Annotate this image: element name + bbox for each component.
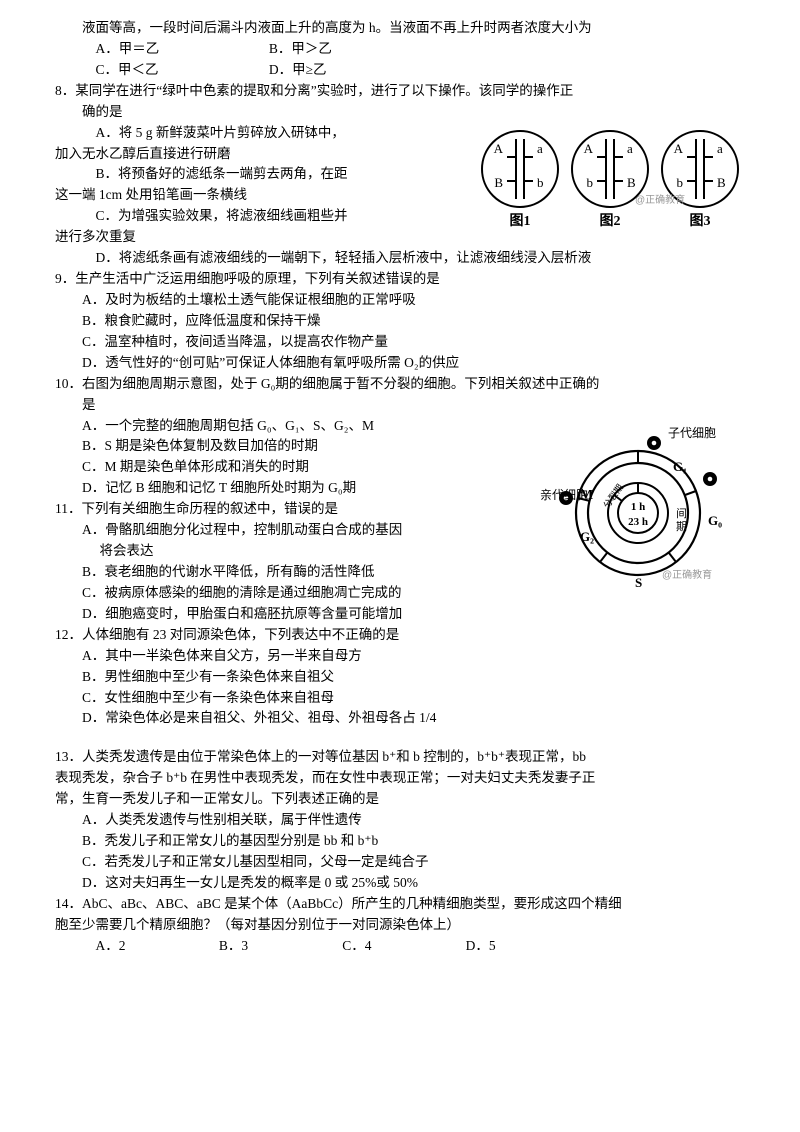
q7-opts-row2: C．甲＜乙 D．甲≥乙	[55, 60, 745, 81]
q8-opt-d: D．将滤纸条画有滤液细线的一端朝下，轻轻插入层析液中，让滤液细线浸入层析液	[55, 248, 745, 269]
svg-text:G₁: G₁	[673, 459, 687, 474]
q10-stem-1: 10．右图为细胞周期示意图，处于 G₀期的细胞属于暂不分裂的细胞。下列相关叙述中…	[55, 374, 745, 395]
q13-stem-2: 表现秃发，杂合子 b⁺b 在男性中表现秃发，而在女性中表现正常；一对夫妇丈夫秃发…	[55, 768, 745, 789]
svg-text:b: b	[677, 175, 684, 190]
svg-text:A: A	[674, 141, 684, 156]
q8-stem-1: 8．某同学在进行“绿叶中色素的提取和分离”实验时，进行了以下操作。该同学的操作正	[55, 81, 745, 102]
svg-text:a: a	[537, 141, 543, 156]
watermark-text: @正确教育	[635, 193, 685, 206]
q12-opt-c: C．女性细胞中至少有一条染色体来自祖母	[55, 688, 745, 709]
svg-text:a: a	[627, 141, 633, 156]
svg-text:G₂: G₂	[580, 529, 594, 544]
svg-text:图3: 图3	[690, 213, 711, 229]
q9-stem: 9．生产生活中广泛运用细胞呼吸的原理，下列有关叙述错误的是	[55, 269, 745, 290]
q9-opt-a: A．及时为板结的土壤松土透气能保证根细胞的正常呼吸	[55, 290, 745, 311]
svg-text:亲代细胞: 亲代细胞	[540, 488, 588, 502]
q10-figure: G₁ G₀ S G₂ M 1 h 23 h 间 期 分裂期	[540, 418, 745, 596]
q14-opt-a: A．2	[96, 936, 216, 957]
svg-text:A: A	[494, 141, 504, 156]
q7-opts-row1: A．甲＝乙 B．甲＞乙	[55, 39, 745, 60]
q12-opt-b: B．男性细胞中至少有一条染色体来自祖父	[55, 667, 745, 688]
svg-text:B: B	[627, 175, 636, 190]
q13-opt-c: C．若秃发儿子和正常女儿基因型相同，父母一定是纯合子	[55, 852, 745, 873]
q13-stem-3: 常，生育一秃发儿子和一正常女儿。下列表述正确的是	[55, 789, 745, 810]
q14-opt-d: D．5	[466, 936, 496, 957]
q14-opt-b: B．3	[219, 936, 339, 957]
q7-opt-d: D．甲≥乙	[269, 60, 327, 81]
svg-text:B: B	[494, 175, 503, 190]
svg-text:图1: 图1	[510, 213, 531, 229]
svg-text:分裂期: 分裂期	[601, 482, 625, 510]
svg-text:期: 期	[676, 520, 687, 533]
q12-opt-d: D．常染色体必是来自祖父、外祖父、祖母、外祖母各占 1/4	[55, 708, 745, 729]
q9-opt-b: B．粮食贮藏时，应降低温度和保持干燥	[55, 311, 745, 332]
q12-stem: 12．人体细胞有 23 对同源染色体，下列表达中不正确的是	[55, 625, 745, 646]
svg-text:a: a	[717, 141, 723, 156]
q8-stem-2: 确的是	[55, 102, 745, 123]
q14-opts: A．2 B．3 C．4 D．5	[55, 936, 745, 957]
q7-opt-c: C．甲＜乙	[96, 60, 266, 81]
q7-opt-a: A．甲＝乙	[96, 39, 266, 60]
svg-text:G₀: G₀	[708, 513, 722, 528]
q9-opt-d: D．透气性好的“创可贴”可保证人体细胞有氧呼吸所需 O₂的供应	[55, 353, 745, 374]
q10-stem-2: 是	[55, 395, 745, 416]
q8-figure: A a B b A a b B	[475, 125, 745, 237]
q11-opt-d: D．细胞癌变时，甲胎蛋白和癌胚抗原等含量可能增加	[55, 604, 745, 625]
svg-text:A: A	[584, 141, 594, 156]
q14-stem-1: 14．AbC、aBc、ABC、aBC 是某个体（AaBbCc）所产生的几种精细胞…	[55, 894, 745, 915]
q13-stem-1: 13．人类秃发遗传是由位于常染色体上的一对等位基因 b⁺和 b 控制的，b⁺b⁺…	[55, 747, 745, 768]
q14-opt-c: C．4	[342, 936, 462, 957]
svg-text:B: B	[717, 175, 726, 190]
svg-text:子代细胞: 子代细胞	[668, 426, 716, 440]
q14-stem-2: 胞至少需要几个精原细胞？（每对基因分别位于一对同源染色体上）	[55, 915, 745, 936]
q12-opt-a: A．其中一半染色体来自父方，另一半来自母方	[55, 646, 745, 667]
q7-tail: 液面等高，一段时间后漏斗内液面上升的高度为 h。当液面不再上升时两者浓度大小为	[55, 18, 745, 39]
svg-text:23 h: 23 h	[628, 516, 648, 528]
svg-text:1 h: 1 h	[631, 501, 645, 513]
svg-text:S: S	[635, 575, 642, 590]
q13-opt-d: D．这对夫妇再生一女儿是秃发的概率是 0 或 25%或 50%	[55, 873, 745, 894]
svg-text:图2: 图2	[600, 213, 621, 229]
svg-text:@正确教育: @正确教育	[662, 568, 712, 581]
q13-opt-a: A．人类秃发遗传与性别相关联，属于伴性遗传	[55, 810, 745, 831]
q7-opt-b: B．甲＞乙	[269, 39, 332, 60]
svg-text:间: 间	[676, 507, 687, 520]
svg-text:b: b	[587, 175, 594, 190]
q13-opt-b: B．秃发儿子和正常女儿的基因型分别是 bb 和 b⁺b	[55, 831, 745, 852]
svg-text:b: b	[537, 175, 544, 190]
q9-opt-c: C．温室种植时，夜间适当降温，以提高农作物产量	[55, 332, 745, 353]
